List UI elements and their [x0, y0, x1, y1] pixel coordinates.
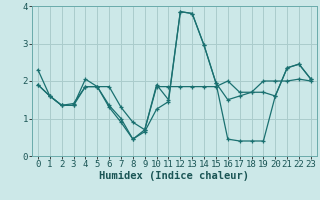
X-axis label: Humidex (Indice chaleur): Humidex (Indice chaleur): [100, 171, 249, 181]
